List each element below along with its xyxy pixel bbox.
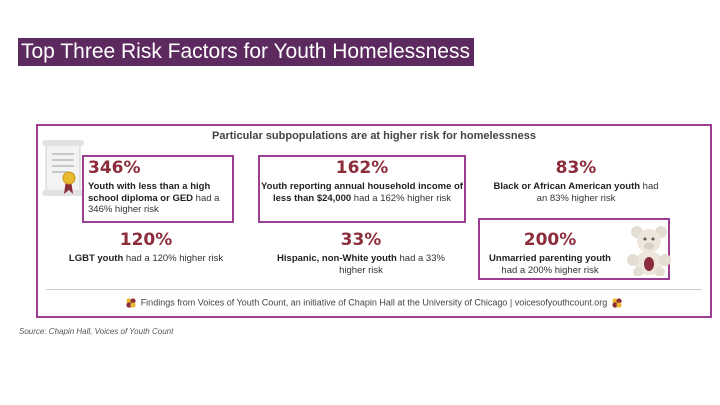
stat-description: LGBT youth had a 120% higher risk bbox=[68, 253, 224, 264]
footer-text: Findings from Voices of Youth Count, an … bbox=[140, 297, 608, 308]
stat-education: 346% Youth with less than a high school … bbox=[88, 158, 238, 216]
stat-description: Black or African American youth had an 8… bbox=[493, 181, 659, 204]
stat-black-youth: 83% Black or African American youth had … bbox=[488, 158, 664, 204]
source-note: Source: Chapin Hall, Voices of Youth Cou… bbox=[19, 327, 174, 336]
stat-value: 120% bbox=[119, 230, 173, 250]
highlight-box-education bbox=[82, 155, 234, 223]
infographic-header: Particular subpopulations are at higher … bbox=[212, 130, 536, 142]
slide-title: Top Three Risk Factors for Youth Homeles… bbox=[18, 38, 474, 66]
stat-value: 200% bbox=[523, 230, 577, 250]
stat-income: 162% Youth reporting annual household in… bbox=[260, 158, 464, 204]
stat-description: Youth reporting annual household income … bbox=[261, 181, 463, 204]
infographic-panel: Particular subpopulations are at higher … bbox=[36, 124, 712, 318]
highlight-box-income bbox=[258, 155, 466, 223]
stat-value: 162% bbox=[335, 158, 389, 178]
stat-value: 83% bbox=[555, 158, 597, 178]
stat-description: Unmarried parenting youth had a 200% hig… bbox=[489, 253, 611, 276]
flower-logo-icon bbox=[612, 298, 622, 308]
teddy-bear-icon bbox=[627, 226, 671, 276]
stat-lgbt: 120% LGBT youth had a 120% higher risk bbox=[58, 230, 234, 265]
stat-description: Hispanic, non-White youth had a 33% high… bbox=[277, 253, 445, 276]
stat-parenting: 200% Unmarried parenting youth had a 200… bbox=[480, 230, 620, 276]
infographic-footer: Findings from Voices of Youth Count, an … bbox=[78, 297, 670, 309]
stat-hispanic: 33% Hispanic, non-White youth had a 33% … bbox=[264, 230, 458, 276]
footer-divider bbox=[46, 289, 702, 290]
stat-value: 33% bbox=[340, 230, 382, 250]
highlight-box-parenting bbox=[478, 218, 670, 280]
stat-description: Youth with less than a high school diplo… bbox=[88, 181, 220, 215]
stat-value: 346% bbox=[88, 158, 141, 178]
flower-logo-icon bbox=[126, 298, 136, 308]
diploma-icon bbox=[42, 140, 84, 196]
